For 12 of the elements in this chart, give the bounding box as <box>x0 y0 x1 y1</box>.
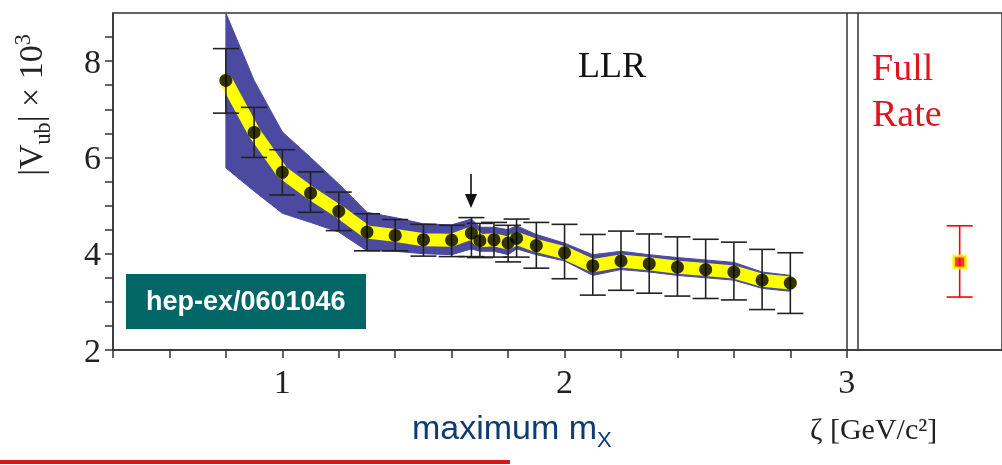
y-tick-label: 2 <box>84 331 101 369</box>
x-tick-label: 2 <box>556 362 574 400</box>
annotation: Full Rate <box>872 45 943 136</box>
text: maximum m$_{X}$ <box>412 408 612 453</box>
y-tick-label: 6 <box>84 138 101 176</box>
y-tick-label: 8 <box>84 42 101 80</box>
annotation: LLR <box>578 44 646 86</box>
x-tick-label: 3 <box>838 362 856 400</box>
annotation: hep-ex/0601046 <box>126 274 366 329</box>
y-tick-label: 4 <box>84 235 101 273</box>
x-tick-label: 1 <box>273 362 291 400</box>
x-axis-title: ζ [GeV/c²] <box>810 412 938 446</box>
